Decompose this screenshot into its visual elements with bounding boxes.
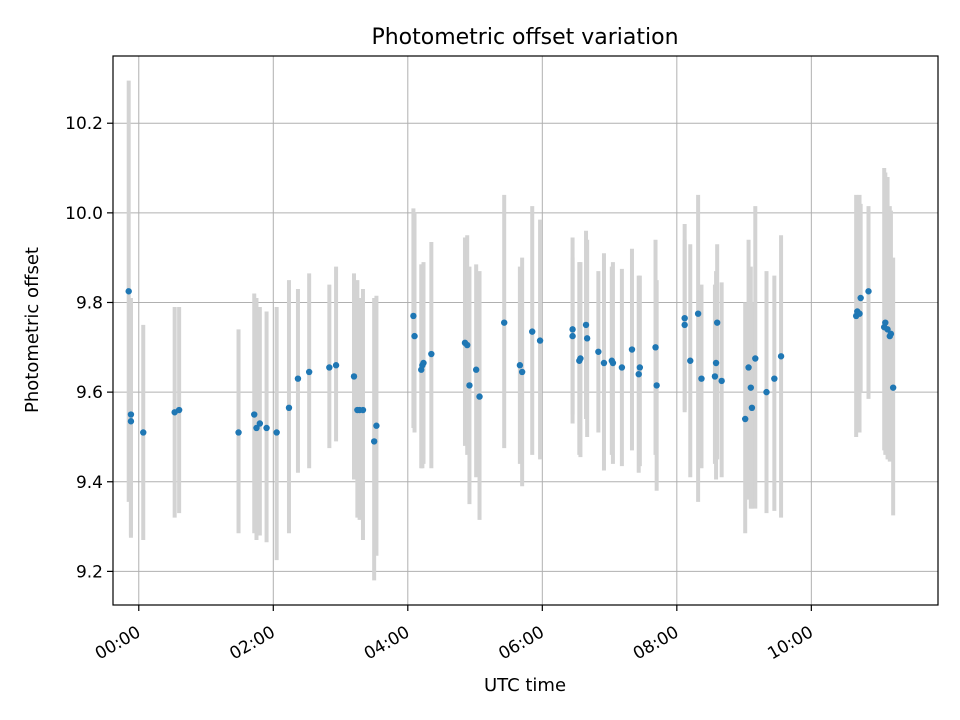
data-point <box>251 411 258 418</box>
data-point <box>253 424 260 432</box>
data-point <box>294 375 302 382</box>
x-tick-label: 04:00 <box>361 622 413 664</box>
data-point <box>127 411 135 418</box>
data-point <box>476 393 483 400</box>
data-point <box>694 310 702 317</box>
data-point <box>411 332 418 340</box>
data-point <box>857 294 864 302</box>
data-point <box>256 420 264 427</box>
data-point <box>628 346 636 353</box>
data-point <box>577 355 584 362</box>
data-point <box>410 312 417 320</box>
data-point <box>698 375 705 382</box>
data-point <box>583 335 591 342</box>
data-point <box>763 388 770 396</box>
data-point <box>569 326 576 333</box>
data-point <box>652 344 659 351</box>
data-points <box>125 288 897 445</box>
y-tick-label: 9.6 <box>76 383 103 403</box>
data-point <box>428 350 435 358</box>
data-point <box>516 362 524 369</box>
y-tick-label: 10.0 <box>65 204 103 224</box>
y-axis-ticks: 9.2 9.4 9.6 9.8 10.0 10.2 <box>65 114 113 582</box>
data-point <box>359 406 367 414</box>
data-point <box>771 375 778 382</box>
y-tick-label: 9.8 <box>76 293 103 313</box>
data-point <box>420 359 427 367</box>
data-point <box>618 364 626 371</box>
data-point <box>326 364 333 371</box>
data-point <box>595 348 602 355</box>
data-point <box>713 319 721 326</box>
data-point <box>777 353 785 360</box>
data-point <box>569 332 576 340</box>
y-axis-label: Photometric offset <box>22 247 43 413</box>
data-point <box>635 370 642 378</box>
data-point <box>263 424 270 432</box>
data-point <box>373 422 380 429</box>
data-point <box>711 373 719 380</box>
data-point <box>745 364 752 371</box>
data-point <box>273 429 280 436</box>
data-point <box>370 438 378 445</box>
data-point <box>472 366 480 373</box>
data-point <box>140 429 147 436</box>
data-point <box>529 328 536 335</box>
data-point <box>856 310 863 317</box>
data-point <box>125 288 132 295</box>
y-tick-label: 9.2 <box>76 562 103 582</box>
data-point <box>681 321 688 329</box>
x-tick-label: 08:00 <box>630 622 682 664</box>
data-point <box>882 319 889 326</box>
x-tick-label: 00:00 <box>92 622 144 664</box>
data-point <box>175 406 183 414</box>
x-tick-label: 06:00 <box>495 622 547 664</box>
data-point <box>889 384 897 391</box>
data-point <box>681 314 688 322</box>
data-point <box>518 368 526 376</box>
data-point <box>653 382 660 389</box>
data-point <box>501 319 508 326</box>
y-tick-label: 10.2 <box>65 114 103 134</box>
x-axis-label: UTC time <box>484 675 566 696</box>
data-point <box>332 362 340 369</box>
chart-title: Photometric offset variation <box>371 25 678 50</box>
data-point <box>350 373 358 380</box>
data-point <box>636 364 644 371</box>
data-point <box>536 337 544 344</box>
data-point <box>884 326 891 333</box>
data-point <box>747 384 755 391</box>
data-point <box>600 359 608 367</box>
data-point <box>865 288 872 295</box>
data-point <box>748 404 756 412</box>
data-point <box>464 341 471 349</box>
data-point <box>887 330 895 338</box>
error-bars <box>126 80 896 581</box>
data-point <box>582 321 590 329</box>
data-point <box>712 359 720 367</box>
x-axis-ticks: 00:00 02:00 04:00 06:00 08:00 10:00 <box>92 605 817 664</box>
data-point <box>742 415 749 423</box>
x-tick-label: 10:00 <box>764 622 816 664</box>
data-point <box>609 359 617 367</box>
data-point <box>235 429 242 436</box>
data-point <box>718 377 725 385</box>
data-point <box>752 355 759 362</box>
data-point <box>466 382 473 389</box>
data-point <box>687 357 694 364</box>
y-tick-label: 9.4 <box>76 473 103 493</box>
data-point <box>127 418 135 425</box>
data-point <box>285 404 293 412</box>
x-tick-label: 02:00 <box>226 622 278 664</box>
grid <box>113 56 938 605</box>
data-point <box>305 368 313 376</box>
plot-area-frame <box>112 55 939 606</box>
